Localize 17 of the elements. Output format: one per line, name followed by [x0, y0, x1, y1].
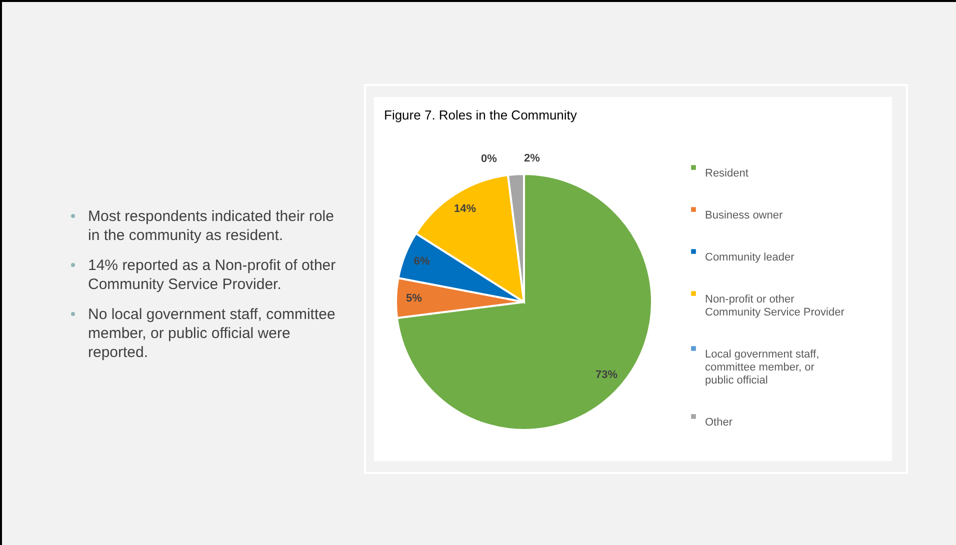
legend-label: Local government staff, committee member, or public official: [705, 348, 820, 386]
legend-label: Community leader: [705, 252, 795, 264]
text: 0%: [481, 153, 497, 166]
text: 14% reported as a Non-profit of other Community Service Provider.: [68, 256, 336, 294]
legend-label: Non-profit or other Community Service Provider: [705, 294, 845, 318]
data-label: 14%: [454, 203, 476, 216]
text: No local government staff, committee member, or public official were reported.: [68, 305, 336, 362]
data-label: 73%: [596, 368, 618, 381]
data-label: 6%: [414, 255, 430, 268]
legend-label: Resident: [705, 168, 748, 180]
pie-slice: [396, 173, 653, 431]
legend-label: Other: [705, 416, 733, 428]
data-label: 2%: [524, 152, 540, 164]
legend-label: Business owner: [705, 210, 783, 222]
text: Most respondents indicated their role in the community as resident.: [68, 207, 336, 245]
text: Figure 7. Roles in the Community: [384, 107, 578, 122]
data-label: 5%: [406, 292, 422, 305]
